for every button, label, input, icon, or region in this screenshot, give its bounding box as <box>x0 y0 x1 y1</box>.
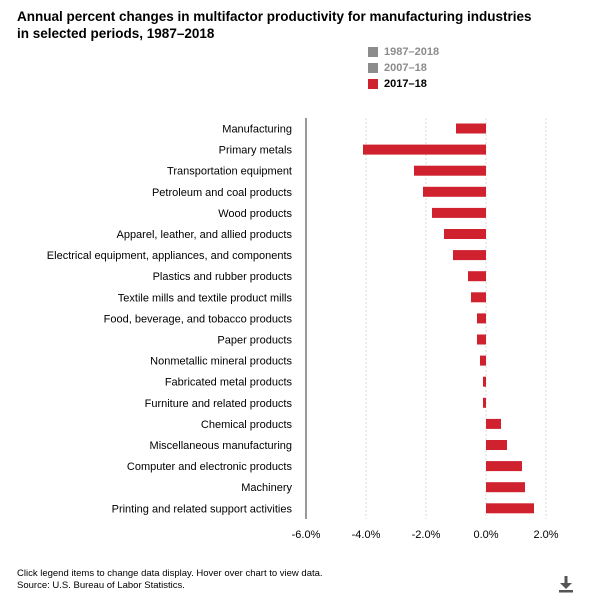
bar[interactable] <box>363 144 486 155</box>
bar[interactable] <box>456 123 486 134</box>
legend-item-2007-18[interactable]: 2007–18 <box>368 60 439 76</box>
category-label: Fabricated metal products <box>165 377 293 389</box>
category-label: Apparel, leather, and allied products <box>116 229 292 241</box>
bar[interactable] <box>486 418 501 429</box>
category-label: Transportation equipment <box>167 166 292 178</box>
category-label: Paper products <box>217 335 292 347</box>
x-tick-label: -2.0% <box>412 529 441 541</box>
bar[interactable] <box>423 186 486 197</box>
category-label: Printing and related support activities <box>112 503 293 515</box>
chart-title: Annual percent changes in multifactor pr… <box>17 9 532 41</box>
category-label: Computer and electronic products <box>127 461 293 473</box>
bar[interactable] <box>480 355 486 366</box>
legend-item-2017-18[interactable]: 2017–18 <box>368 76 439 92</box>
legend: 1987–2018 2007–18 2017–18 <box>368 44 439 92</box>
footer: Click legend items to change data displa… <box>17 568 323 592</box>
footer-source: Source: U.S. Bureau of Labor Statistics. <box>17 580 185 591</box>
bar[interactable] <box>444 229 486 239</box>
bar[interactable] <box>486 482 525 493</box>
bar[interactable] <box>468 271 486 282</box>
bar[interactable] <box>483 397 486 408</box>
legend-swatch <box>368 79 378 89</box>
bar[interactable] <box>471 292 486 303</box>
download-icon[interactable] <box>556 574 576 594</box>
category-label: Nonmetallic mineral products <box>150 356 292 368</box>
bar[interactable] <box>483 376 486 387</box>
category-label: Machinery <box>241 482 292 494</box>
x-tick-label: -4.0% <box>352 529 381 541</box>
bar[interactable] <box>486 461 522 472</box>
x-tick-label: 0.0% <box>473 529 498 541</box>
bar-chart[interactable]: Manufacturing Primary metals Transportatio… <box>0 0 590 560</box>
bar[interactable] <box>432 207 486 218</box>
category-label: Plastics and rubber products <box>153 271 293 283</box>
legend-item-1987-2018[interactable]: 1987–2018 <box>368 44 439 60</box>
legend-label: 2017–18 <box>384 78 427 90</box>
category-label: Furniture and related products <box>145 398 293 410</box>
category-label: Electrical equipment, appliances, and co… <box>47 250 293 262</box>
footer-instructions: Click legend items to change data displa… <box>17 568 323 579</box>
category-label: Food, beverage, and tobacco products <box>104 313 293 325</box>
x-tick-label: 2.0% <box>533 529 558 541</box>
bar[interactable] <box>477 313 486 324</box>
legend-swatch <box>368 63 378 73</box>
category-label: Wood products <box>218 208 292 220</box>
category-label: Miscellaneous manufacturing <box>150 440 292 452</box>
bar[interactable] <box>414 165 486 176</box>
category-label: Petroleum and coal products <box>152 187 293 199</box>
category-label: Manufacturing <box>222 124 292 136</box>
legend-label: 1987–2018 <box>384 46 440 58</box>
category-label: Primary metals <box>219 145 293 157</box>
x-tick-label: -6.0% <box>292 529 321 541</box>
category-label: Textile mills and textile product mills <box>118 292 293 304</box>
bar[interactable] <box>453 250 486 261</box>
bar[interactable] <box>477 334 486 345</box>
category-label: Chemical products <box>201 419 293 431</box>
bar[interactable] <box>486 503 534 514</box>
bar[interactable] <box>486 440 507 450</box>
legend-swatch <box>368 47 378 57</box>
legend-label: 2007–18 <box>384 62 427 74</box>
